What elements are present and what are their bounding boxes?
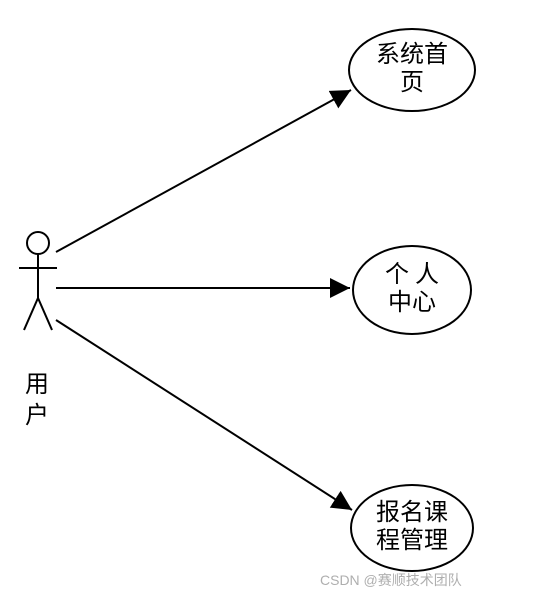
usecase-home: 系统首页 bbox=[348, 28, 476, 112]
watermark-text: CSDN @赛顺技术团队 bbox=[320, 570, 462, 590]
edge-actor-course bbox=[56, 320, 352, 510]
usecase-course-label: 报名课程管理 bbox=[376, 500, 448, 555]
diagram-canvas: 用户 系统首页 个 人中心 报名课程管理 CSDN @赛顺技术团队 bbox=[0, 0, 534, 590]
usecase-course: 报名课程管理 bbox=[350, 484, 474, 572]
edge-actor-home bbox=[56, 90, 351, 252]
actor-label: 用户 bbox=[25, 370, 49, 432]
actor-icon bbox=[10, 230, 70, 340]
usecase-profile-label: 个 人中心 bbox=[385, 262, 439, 317]
usecase-profile: 个 人中心 bbox=[352, 245, 472, 335]
usecase-home-label: 系统首页 bbox=[376, 42, 448, 97]
